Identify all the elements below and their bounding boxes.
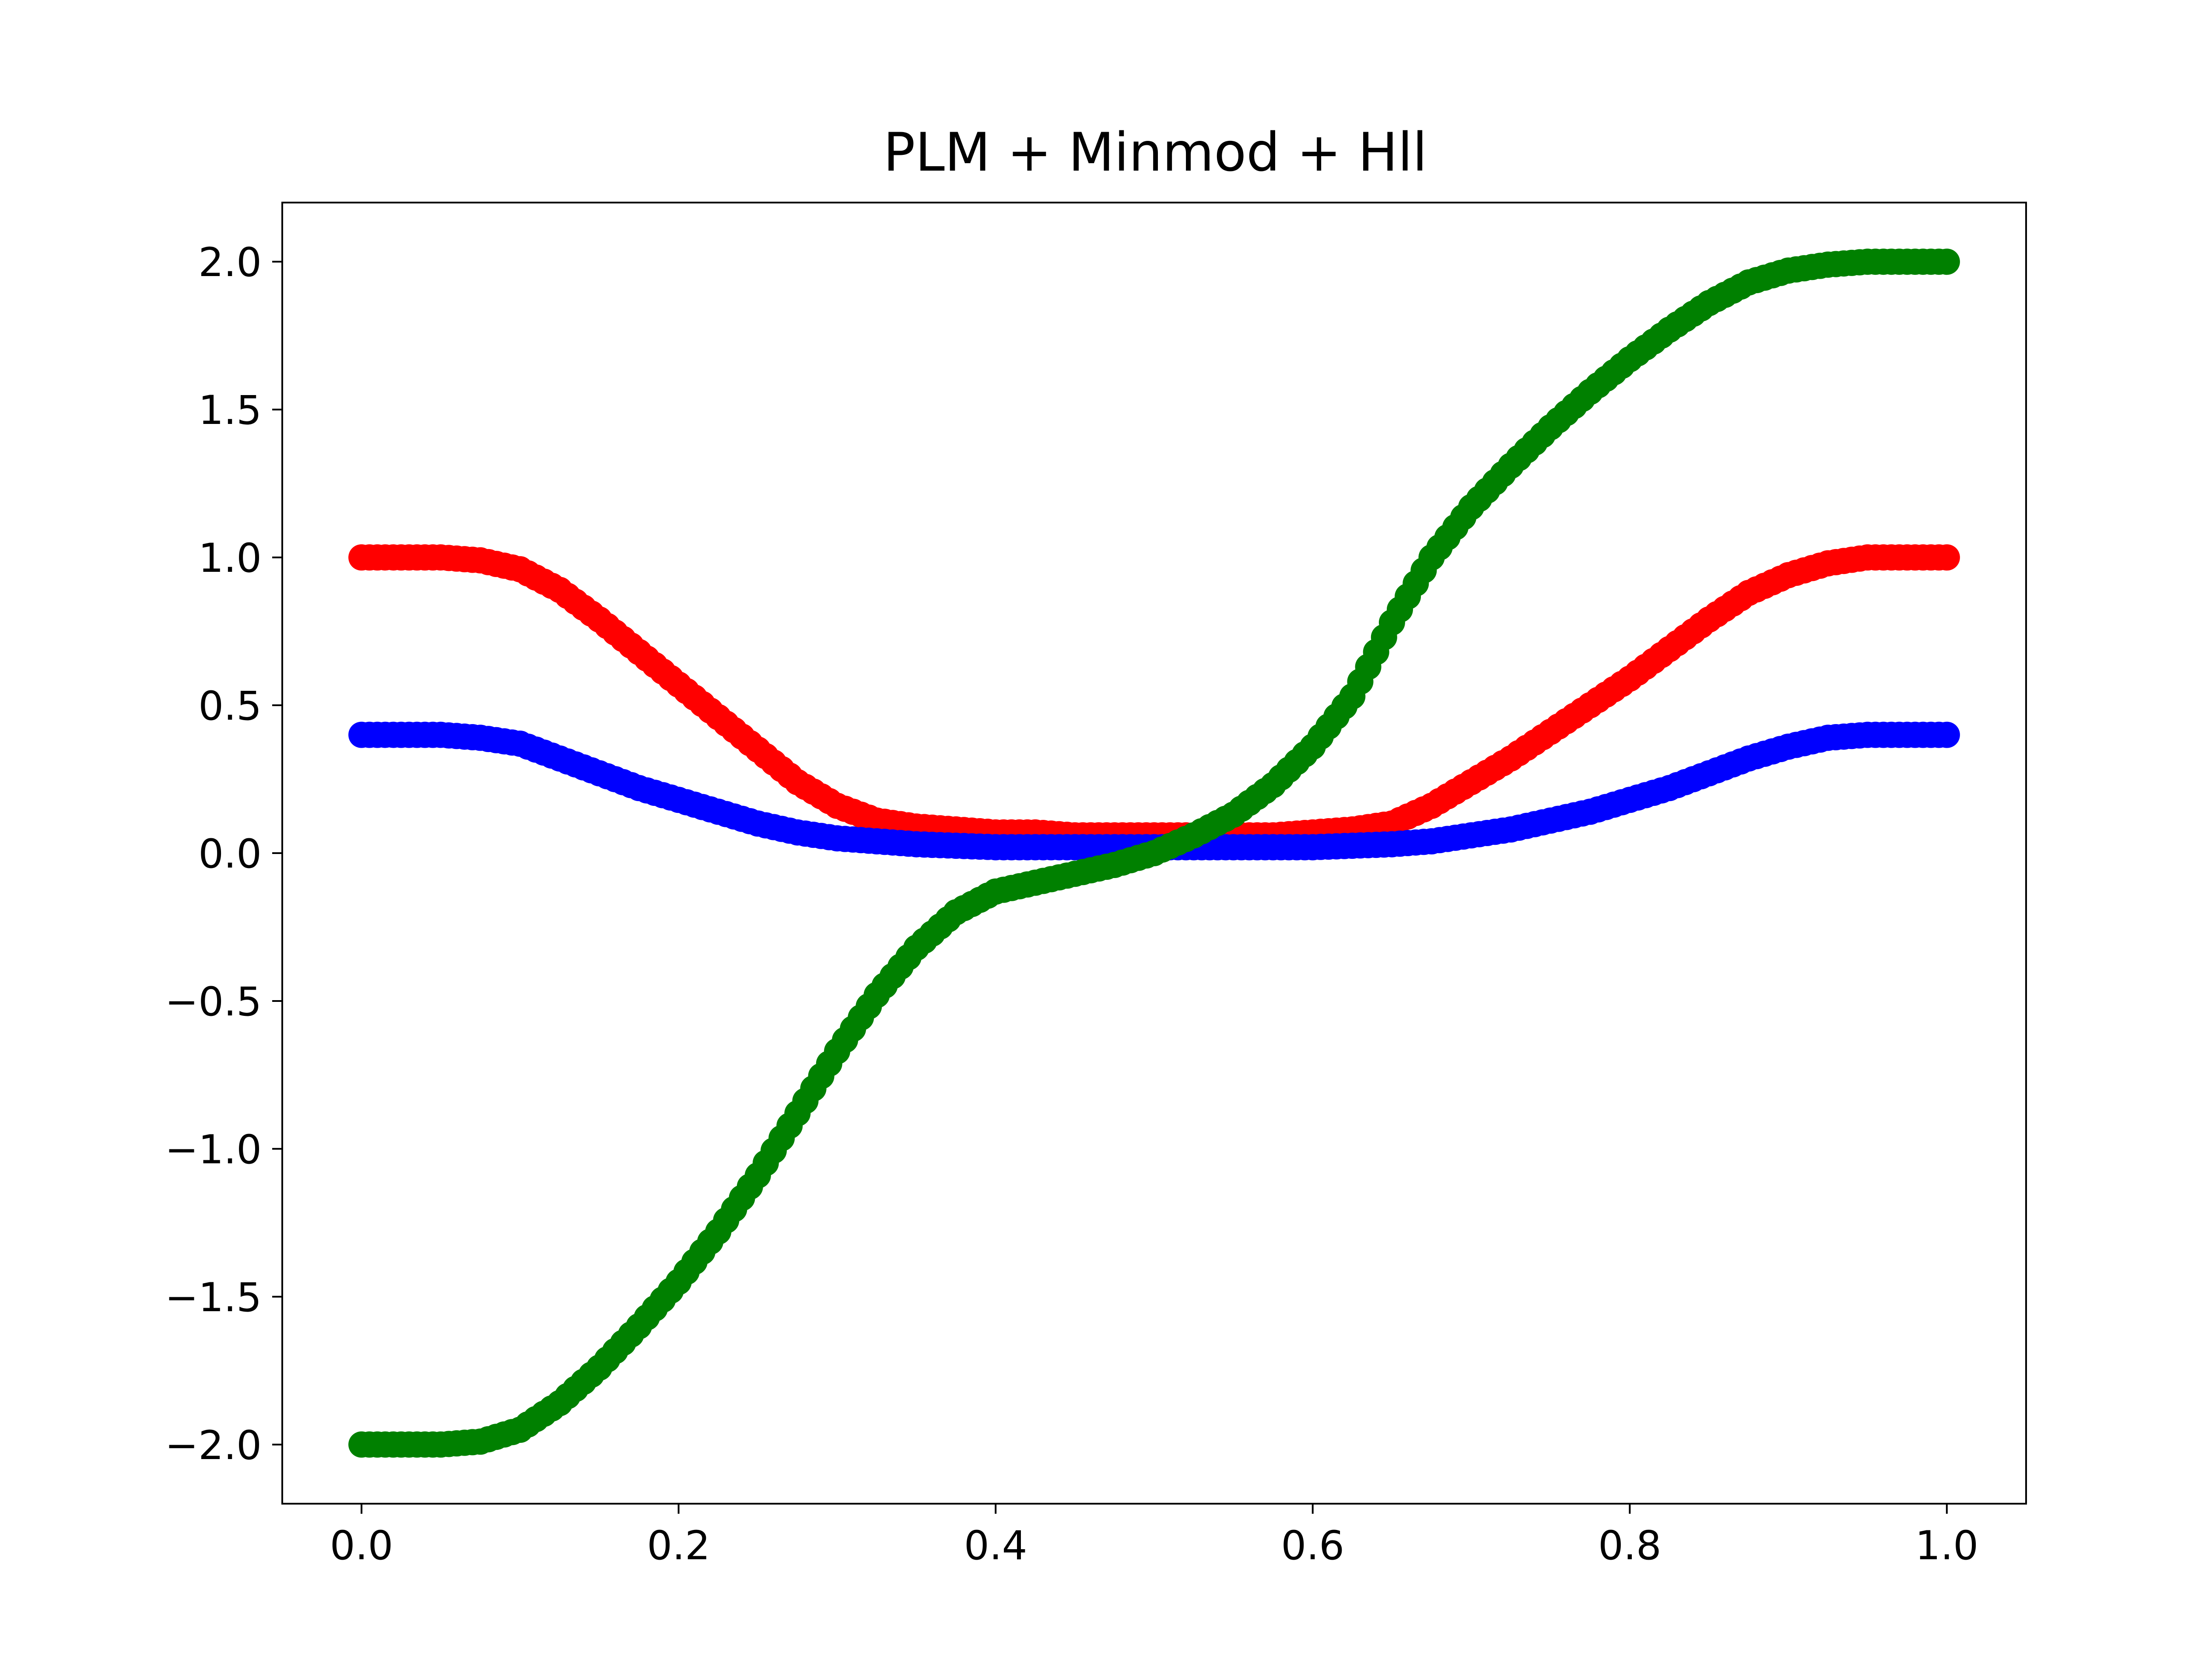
x-tick-label: 1.0 [1915,1523,1978,1569]
series-2 [348,248,1960,1458]
y-tick-label: 0.5 [198,683,262,729]
y-tick-label: 0.0 [198,831,262,877]
y-tick-label: −1.0 [165,1127,262,1173]
data-point [1933,544,1960,571]
x-tick-label: 0.4 [964,1523,1027,1569]
y-tick-label: 1.5 [198,388,262,434]
y-tick-label: −0.5 [165,979,262,1025]
x-axis: 0.0 0.2 0.4 0.6 0.8 1.0 [330,1504,1978,1569]
x-tick-label: 0.8 [1598,1523,1662,1569]
data-point [1933,248,1960,275]
y-axis: −2.0 −1.5 −1.0 −0.5 0.0 0.5 1.0 1.5 2.0 [165,240,282,1469]
y-tick-label: 2.0 [198,240,262,286]
plot-area [348,248,1960,1458]
x-tick-label: 0.2 [647,1523,710,1569]
x-tick-label: 0.6 [1281,1523,1344,1569]
chart-title: PLM + Minmod + Hll [883,122,1427,183]
y-tick-label: −2.0 [165,1423,262,1469]
data-point [1933,721,1960,748]
y-tick-label: 1.0 [198,536,262,581]
series-1 [348,721,1960,861]
y-tick-label: −1.5 [165,1275,262,1321]
x-tick-label: 0.0 [330,1523,393,1569]
